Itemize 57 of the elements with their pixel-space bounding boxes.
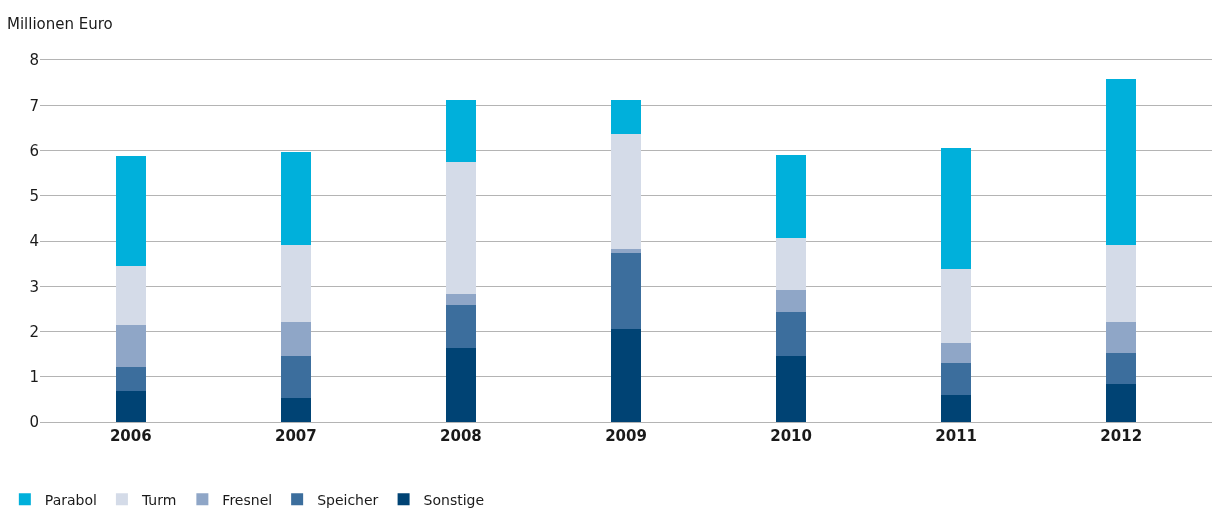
bar bbox=[611, 249, 641, 253]
x-tick-label: 2009 bbox=[605, 427, 647, 445]
bar bbox=[941, 363, 971, 395]
x-tick-label: 2006 bbox=[109, 427, 152, 445]
legend-label: Speicher bbox=[317, 491, 379, 508]
legend-label: Parabol bbox=[44, 491, 97, 508]
bar bbox=[116, 156, 146, 266]
bar bbox=[1106, 384, 1136, 422]
bar bbox=[446, 348, 476, 422]
bar bbox=[776, 238, 806, 290]
y-tick-label: 4 bbox=[29, 232, 39, 251]
bar bbox=[446, 294, 476, 305]
x-tick-label: 2007 bbox=[274, 427, 317, 445]
bar bbox=[611, 134, 641, 249]
bar bbox=[611, 329, 641, 422]
bar bbox=[941, 269, 971, 343]
bar bbox=[446, 100, 476, 162]
x-tick-label: 2008 bbox=[440, 427, 482, 445]
bar bbox=[281, 152, 311, 245]
bar bbox=[1106, 245, 1136, 322]
bar bbox=[446, 305, 476, 348]
bar bbox=[776, 155, 806, 238]
bar bbox=[941, 148, 971, 269]
x-tick-label: 2012 bbox=[1100, 427, 1143, 445]
bar bbox=[281, 245, 311, 322]
y-tick-label: 2 bbox=[29, 322, 39, 341]
bar bbox=[941, 343, 971, 363]
bar bbox=[116, 367, 146, 391]
x-tick-label: 2010 bbox=[770, 427, 812, 445]
bar bbox=[941, 395, 971, 422]
legend-label: Fresnel bbox=[222, 491, 273, 508]
y-tick-label: 5 bbox=[29, 187, 39, 205]
bar bbox=[116, 266, 146, 325]
legend-label: Sonstige bbox=[423, 491, 485, 508]
bar bbox=[446, 162, 476, 294]
bar bbox=[776, 312, 806, 356]
bar bbox=[776, 290, 806, 312]
bar bbox=[776, 356, 806, 422]
bar bbox=[611, 253, 641, 329]
x-tick-label: 2011 bbox=[935, 427, 978, 445]
bar bbox=[281, 356, 311, 398]
bar bbox=[1106, 79, 1136, 245]
y-tick-label: 8 bbox=[29, 51, 39, 70]
bar bbox=[1106, 353, 1136, 384]
y-tick-label: 1 bbox=[29, 368, 39, 386]
y-tick-label: 0 bbox=[29, 413, 39, 432]
legend-label: Turm bbox=[140, 491, 177, 508]
y-tick-label: 3 bbox=[29, 277, 39, 296]
bar bbox=[1106, 322, 1136, 353]
bar bbox=[611, 100, 641, 134]
bar bbox=[281, 322, 311, 356]
y-tick-label: 7 bbox=[29, 96, 39, 115]
y-axis-title: Millionen Euro bbox=[7, 15, 113, 33]
bar bbox=[116, 325, 146, 367]
bar bbox=[116, 391, 146, 422]
y-tick-label: 6 bbox=[29, 141, 39, 160]
bar bbox=[281, 398, 311, 422]
